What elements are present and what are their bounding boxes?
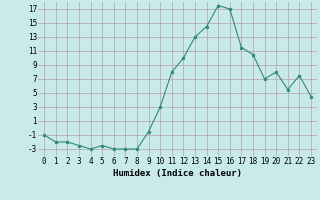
X-axis label: Humidex (Indice chaleur): Humidex (Indice chaleur) bbox=[113, 169, 242, 178]
